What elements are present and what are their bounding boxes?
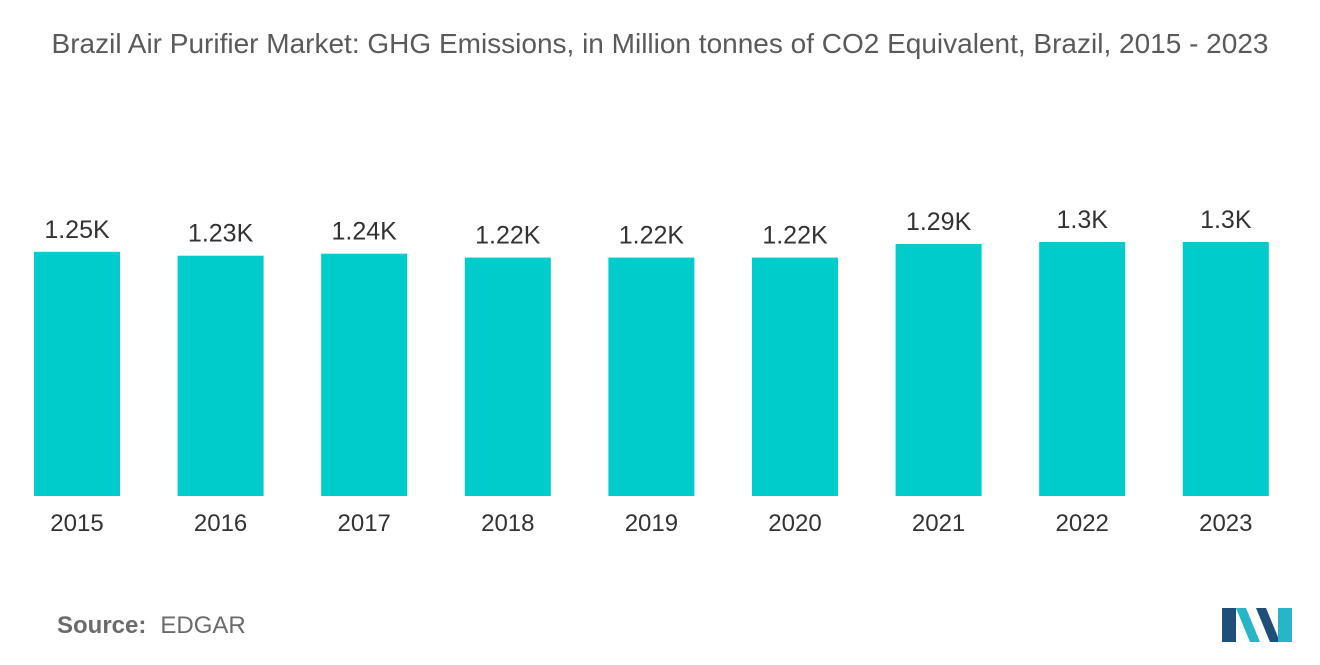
x-tick-2017: 2017 [338,510,391,537]
data-label-2015: 1.25K [44,216,110,244]
bar-2022 [1039,242,1126,496]
logo-diagonal-2 [1256,608,1280,642]
logo-diagonal-1 [1236,608,1260,642]
bar-2017 [321,253,408,496]
x-axis-tick-labels: 2015 2016 2017 2018 2019 2020 2021 2022 2023 [50,510,1252,537]
bar-2023 [1182,242,1269,496]
x-tick-2022: 2022 [1056,510,1109,537]
bar-2018 [464,257,551,496]
source-label: Source: [57,612,147,639]
x-tick-2018: 2018 [481,510,534,537]
x-tick-2023: 2023 [1199,510,1252,537]
x-tick-2019: 2019 [625,510,678,537]
logo-right-stroke [1278,608,1292,642]
data-label-2021: 1.29K [906,208,972,236]
x-tick-2020: 2020 [768,510,821,537]
logo-left-stroke [1222,608,1236,642]
data-label-2022: 1.3K [1056,206,1108,234]
x-tick-2016: 2016 [194,510,247,537]
data-label-2016: 1.23K [188,220,254,248]
bar-2020 [752,257,838,496]
x-tick-2015: 2015 [50,510,103,537]
bar-2019 [608,257,695,496]
x-tick-2021: 2021 [912,510,965,537]
value-labels-layer: 1.25K 1.23K 1.24K 1.22K 1.22K 1.22K 1.29K 1.3K 1… [44,206,1252,250]
source-note: Source: EDGAR [57,612,246,640]
data-label-2019: 1.22K [619,222,685,250]
bar-2016 [177,255,264,496]
mordor-intelligence-logo [1222,608,1292,642]
bar-chart: 1.25K 1.23K 1.24K 1.22K 1.22K 1.22K 1.29K 1.3K 1… [34,206,1269,537]
source-value: EDGAR [160,612,246,639]
data-label-2020: 1.22K [762,222,828,250]
bar-2021 [895,244,982,496]
data-label-2023: 1.3K [1200,206,1252,234]
bar-2015 [34,251,120,496]
data-label-2018: 1.22K [475,222,541,250]
chart-title: Brazil Air Purifier Market: GHG Emission… [51,28,1269,59]
data-label-2017: 1.24K [332,218,398,246]
bars-layer [34,242,1269,496]
